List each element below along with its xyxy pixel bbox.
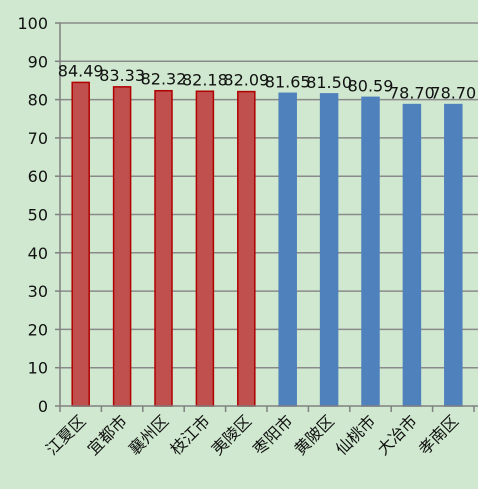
bar	[71, 81, 90, 407]
data-label: 81.50	[306, 73, 352, 92]
bar	[154, 89, 173, 407]
y-tick-label: 30	[28, 282, 48, 301]
bars	[71, 81, 463, 407]
x-tick-label: 宜都市	[84, 411, 131, 458]
data-label: 82.18	[182, 70, 228, 89]
data-label: 82.09	[223, 71, 269, 90]
y-tick-label: 40	[28, 244, 48, 263]
y-tick-label: 60	[28, 167, 48, 186]
bar	[319, 93, 339, 407]
y-tick-label: 10	[28, 359, 48, 378]
bar	[278, 92, 297, 407]
x-tick-label: 孝南区	[415, 411, 462, 458]
y-tick-label: 80	[28, 91, 48, 110]
bar	[237, 90, 256, 407]
y-tick-label: 0	[38, 397, 48, 416]
bar	[361, 96, 380, 407]
y-tick-label: 70	[28, 129, 48, 148]
data-label: 78.70	[430, 84, 476, 103]
y-tick-label: 20	[28, 320, 48, 339]
bar	[195, 90, 215, 407]
bar	[402, 103, 422, 407]
y-tick-label: 90	[28, 52, 48, 71]
data-label: 82.32	[141, 70, 187, 89]
x-tick-label: 襄州区	[125, 411, 172, 458]
x-tick-label: 黄陂区	[291, 411, 338, 458]
y-tick-label: 100	[17, 14, 48, 33]
x-tick-label: 大冶市	[373, 411, 420, 458]
x-tick-label: 江夏区	[42, 411, 89, 458]
y-tick-label: 50	[28, 206, 48, 225]
x-tick-label: 枣阳市	[249, 411, 296, 458]
x-tick-label: 枝江市	[166, 411, 213, 458]
data-labels: 84.4983.3382.3282.1882.0981.6581.5080.59…	[58, 61, 476, 102]
data-label: 78.70	[389, 84, 435, 103]
x-tick-label: 仙桃市	[332, 411, 379, 458]
data-label: 83.33	[99, 66, 145, 85]
bar	[444, 103, 463, 407]
bar	[112, 86, 132, 407]
data-label: 84.49	[58, 61, 104, 80]
data-label: 80.59	[348, 76, 394, 95]
y-axis: 0 10 20 30 40 50 60 70 80 90 100	[17, 14, 61, 416]
x-tick-label: 夷陵区	[208, 411, 255, 458]
data-label: 81.65	[265, 72, 311, 91]
